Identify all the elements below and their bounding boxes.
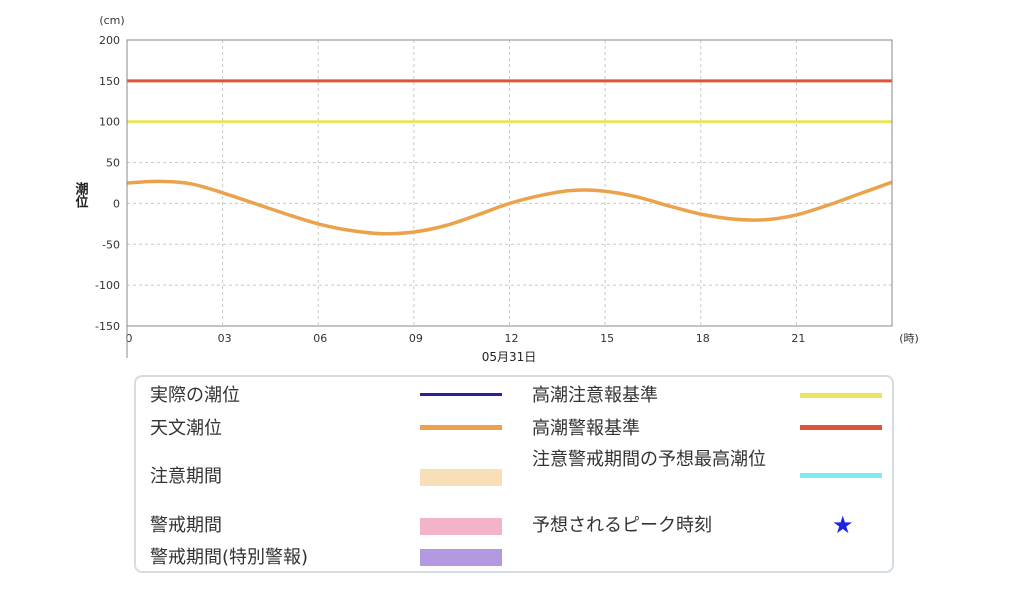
legend-block-warning-period [420,518,502,535]
y-axis-title: 潮位 [73,181,89,209]
series-layer [126,179,893,236]
y-tick-label: 100 [99,116,120,129]
plot-border [126,39,893,327]
y-tick-label: -150 [95,320,120,333]
legend-label-actual: 実際の潮位 [150,385,240,406]
legend-block-special-warning-period [420,549,502,566]
x-tick-label: 03 [218,332,232,345]
y-tick-label: 0 [113,197,120,210]
grid-layer [127,40,892,326]
legend-label-predicted-max: 注意警戒期間の予想最高潮位 [532,449,766,470]
legend: 実際の潮位 天文潮位 注意期間 警戒期間 警戒期間(特別警報) 高潮注意報基準 … [134,375,894,573]
star-icon: ★ [832,511,854,539]
legend-line-predicted-max [800,473,882,478]
legend-line-astronomical [420,425,502,430]
y-tick-label: 150 [99,75,120,88]
x-tick-label: 18 [696,332,710,345]
y-tick-label: 50 [106,157,120,170]
x-tick-label: 12 [505,332,519,345]
y-tick-label: -100 [95,279,120,292]
x-tick-label: 0 [126,332,133,345]
y-unit-label: (cm) [99,14,124,27]
x-tick-label: 09 [409,332,423,345]
legend-label-advisory-standard: 高潮注意報基準 [532,385,658,406]
x-tick-label: 06 [313,332,327,345]
y-tick-label: -50 [102,238,120,251]
date-label: 05月31日 [482,350,537,364]
legend-label-peak-time: 予想されるピーク時刻 [532,515,712,536]
legend-label-astronomical: 天文潮位 [150,418,222,439]
legend-label-warning-period: 警戒期間 [150,515,222,536]
x-unit-label: (時) [899,332,919,345]
legend-block-caution-period [420,469,502,486]
axis-layer: 200 150 100 50 0 -50 -100 -150 0 03 06 09 12 15 18 21 [95,34,893,358]
legend-line-actual [420,393,502,396]
legend-label-warning-standard: 高潮警報基準 [532,418,640,439]
x-tick-label: 21 [791,332,805,345]
legend-label-special-warning-period: 警戒期間(特別警報) [150,547,309,568]
y-tick-label: 200 [99,34,120,47]
legend-line-advisory-standard [800,393,882,398]
threshold-layer [127,79,892,124]
tide-chart: (cm) (時) 潮位 05月31日 200150100500-50-100-1… [73,14,919,364]
x-tick-label: 15 [600,332,614,345]
series-line-astronomical-tide [126,179,893,236]
legend-label-caution-period: 注意期間 [150,466,222,487]
legend-line-warning-standard [800,425,882,430]
